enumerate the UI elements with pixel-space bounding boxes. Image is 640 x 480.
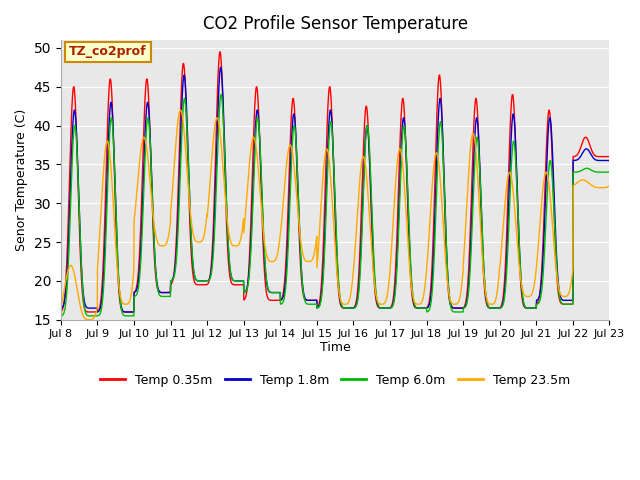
Line: Temp 23.5m: Temp 23.5m bbox=[61, 110, 609, 320]
Temp 1.8m bbox=[605, 157, 613, 163]
Temp 6.0m bbox=[557, 300, 565, 305]
Y-axis label: Senor Temperature (C): Senor Temperature (C) bbox=[15, 109, 28, 251]
Temp 23.5m bbox=[57, 305, 65, 311]
Temp 6.0m bbox=[90, 313, 97, 319]
Temp 6.0m bbox=[605, 169, 613, 175]
Temp 6.0m bbox=[57, 313, 65, 319]
Temp 1.8m bbox=[557, 296, 565, 302]
Temp 0.35m bbox=[88, 309, 96, 315]
Temp 6.0m bbox=[211, 238, 218, 243]
Temp 23.5m bbox=[85, 317, 93, 323]
Title: CO2 Profile Sensor Temperature: CO2 Profile Sensor Temperature bbox=[203, 15, 468, 33]
Temp 6.0m bbox=[351, 304, 359, 310]
Temp 23.5m bbox=[495, 273, 503, 279]
Temp 0.35m bbox=[216, 49, 224, 55]
Temp 1.8m bbox=[125, 309, 133, 315]
Temp 0.35m bbox=[573, 153, 580, 158]
Temp 0.35m bbox=[557, 300, 565, 306]
X-axis label: Time: Time bbox=[320, 341, 351, 354]
Temp 23.5m bbox=[351, 242, 359, 248]
Temp 0.35m bbox=[364, 110, 371, 116]
Temp 1.8m bbox=[211, 223, 218, 229]
Temp 0.35m bbox=[57, 309, 65, 314]
Line: Temp 0.35m: Temp 0.35m bbox=[61, 52, 609, 312]
Temp 23.5m bbox=[211, 127, 218, 132]
Temp 6.0m bbox=[217, 92, 225, 97]
Temp 6.0m bbox=[573, 169, 580, 175]
Temp 1.8m bbox=[573, 157, 580, 163]
Temp 1.8m bbox=[351, 304, 359, 310]
Temp 0.35m bbox=[351, 302, 359, 308]
Temp 23.5m bbox=[177, 107, 184, 113]
Temp 0.35m bbox=[605, 154, 613, 159]
Temp 6.0m bbox=[364, 123, 371, 129]
Temp 1.8m bbox=[57, 305, 65, 311]
Temp 23.5m bbox=[557, 293, 565, 299]
Line: Temp 1.8m: Temp 1.8m bbox=[61, 67, 609, 312]
Line: Temp 6.0m: Temp 6.0m bbox=[61, 95, 609, 316]
Temp 6.0m bbox=[495, 305, 503, 311]
Text: TZ_co2prof: TZ_co2prof bbox=[69, 46, 147, 59]
Temp 1.8m bbox=[495, 305, 503, 311]
Legend: Temp 0.35m, Temp 1.8m, Temp 6.0m, Temp 23.5m: Temp 0.35m, Temp 1.8m, Temp 6.0m, Temp 2… bbox=[95, 369, 575, 392]
Temp 23.5m bbox=[605, 183, 613, 189]
Temp 23.5m bbox=[573, 180, 580, 186]
Temp 1.8m bbox=[217, 64, 225, 70]
Temp 0.35m bbox=[495, 305, 503, 311]
Temp 1.8m bbox=[364, 123, 371, 129]
Temp 23.5m bbox=[364, 182, 371, 188]
Temp 0.35m bbox=[211, 202, 218, 207]
